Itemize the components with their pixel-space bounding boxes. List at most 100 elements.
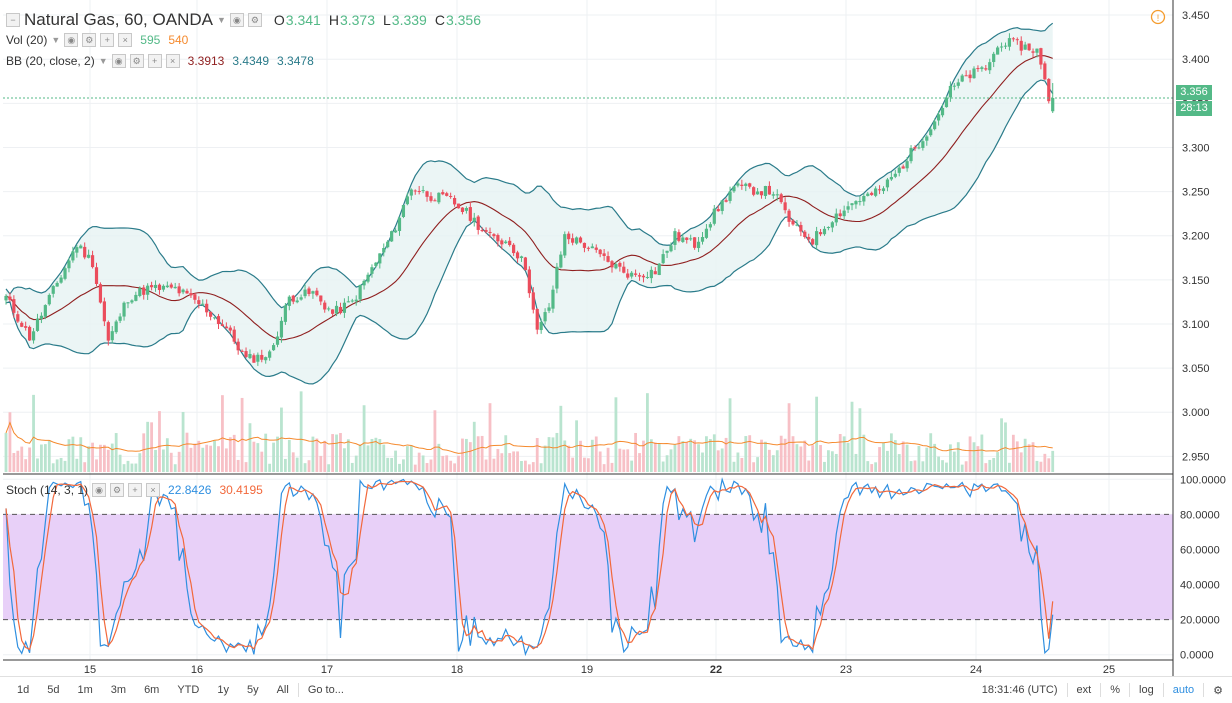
candle[interactable]	[610, 261, 614, 268]
candle[interactable]	[586, 247, 590, 249]
candle[interactable]	[1019, 40, 1023, 51]
candle[interactable]	[744, 183, 748, 186]
candle[interactable]	[724, 200, 728, 202]
candle[interactable]	[390, 231, 394, 242]
candle[interactable]	[1007, 38, 1012, 47]
candle[interactable]	[283, 305, 287, 322]
candle[interactable]	[425, 191, 429, 197]
candle[interactable]	[63, 268, 67, 279]
candle[interactable]	[866, 193, 870, 196]
candle[interactable]	[779, 194, 783, 203]
candle[interactable]	[889, 177, 893, 180]
candle[interactable]	[795, 224, 799, 226]
candle[interactable]	[618, 262, 622, 267]
candle[interactable]	[413, 190, 417, 192]
candle[interactable]	[775, 194, 779, 196]
candle[interactable]	[307, 288, 311, 294]
candle[interactable]	[492, 234, 496, 237]
candle[interactable]	[331, 309, 335, 314]
candle[interactable]	[429, 196, 433, 201]
candle[interactable]	[275, 336, 280, 345]
candle[interactable]	[944, 97, 949, 108]
eye-icon[interactable]: ◉	[92, 483, 107, 497]
eye-icon[interactable]: ◉	[229, 13, 244, 27]
candle[interactable]	[669, 245, 673, 252]
candle[interactable]	[287, 296, 291, 306]
candle[interactable]	[504, 241, 508, 244]
candle[interactable]	[535, 309, 539, 330]
candle[interactable]	[917, 147, 921, 149]
goto-button[interactable]: Go to...	[307, 684, 344, 696]
candle[interactable]	[480, 230, 484, 232]
candle[interactable]	[169, 284, 173, 288]
candle[interactable]	[146, 285, 150, 295]
candle[interactable]	[708, 224, 712, 228]
candle[interactable]	[327, 308, 331, 310]
candle[interactable]	[559, 254, 563, 268]
candle[interactable]	[260, 354, 264, 360]
candle[interactable]	[905, 161, 909, 169]
candle[interactable]	[354, 299, 358, 302]
candle[interactable]	[929, 129, 933, 136]
candle[interactable]	[689, 238, 693, 240]
candle[interactable]	[858, 201, 862, 203]
candle[interactable]	[811, 239, 815, 245]
candle[interactable]	[653, 271, 657, 275]
alert-icon[interactable]	[1150, 9, 1166, 25]
candle[interactable]	[913, 147, 917, 149]
candle[interactable]	[134, 294, 138, 301]
candle[interactable]	[161, 285, 165, 290]
candle[interactable]	[771, 194, 775, 196]
candle[interactable]	[488, 231, 492, 233]
candle[interactable]	[122, 302, 126, 317]
add-icon[interactable]: +	[128, 483, 143, 497]
candle[interactable]	[976, 68, 980, 70]
gear-icon[interactable]: ⚙	[82, 33, 97, 47]
candle[interactable]	[598, 249, 602, 255]
candle[interactable]	[20, 322, 24, 327]
candle[interactable]	[933, 121, 937, 130]
close-icon[interactable]: ×	[165, 54, 180, 68]
candle[interactable]	[216, 316, 221, 324]
candle[interactable]	[787, 210, 791, 222]
candle[interactable]	[445, 193, 449, 196]
candle[interactable]	[98, 284, 103, 303]
candle[interactable]	[55, 282, 59, 287]
candle[interactable]	[106, 322, 110, 341]
candle[interactable]	[732, 186, 736, 192]
candle[interactable]	[901, 166, 905, 169]
add-icon[interactable]: +	[100, 33, 115, 47]
candle[interactable]	[563, 234, 567, 256]
settings-icon[interactable]: ⚙	[1213, 684, 1223, 697]
clock-label[interactable]: 18:31:46 (UTC)	[981, 684, 1058, 696]
candle[interactable]	[980, 67, 984, 70]
candle[interactable]	[1015, 39, 1019, 41]
candle[interactable]	[893, 173, 897, 177]
candle[interactable]	[590, 246, 594, 249]
candle[interactable]	[311, 291, 315, 294]
candle[interactable]	[791, 220, 795, 225]
candle[interactable]	[248, 353, 252, 359]
ext-button[interactable]: ext	[1076, 684, 1092, 696]
candle[interactable]	[704, 228, 709, 238]
candle[interactable]	[16, 314, 20, 322]
candle[interactable]	[748, 183, 752, 187]
candle[interactable]	[468, 207, 472, 221]
candle[interactable]	[362, 280, 366, 286]
candle[interactable]	[555, 266, 559, 289]
candle[interactable]	[574, 237, 579, 244]
candle[interactable]	[830, 222, 834, 228]
candle[interactable]	[433, 200, 437, 202]
candle[interactable]	[212, 317, 217, 319]
chart-canvas[interactable]: 3.4503.4003.3503.3003.2503.2003.1503.100…	[0, 0, 1232, 676]
candle[interactable]	[334, 305, 339, 314]
candle[interactable]	[338, 306, 343, 314]
candle[interactable]	[870, 192, 874, 195]
candle[interactable]	[405, 196, 409, 205]
candle[interactable]	[645, 276, 650, 278]
candle[interactable]	[75, 247, 79, 253]
candle[interactable]	[496, 235, 500, 242]
candle[interactable]	[842, 210, 846, 217]
candle[interactable]	[500, 240, 504, 245]
candle[interactable]	[149, 285, 154, 288]
